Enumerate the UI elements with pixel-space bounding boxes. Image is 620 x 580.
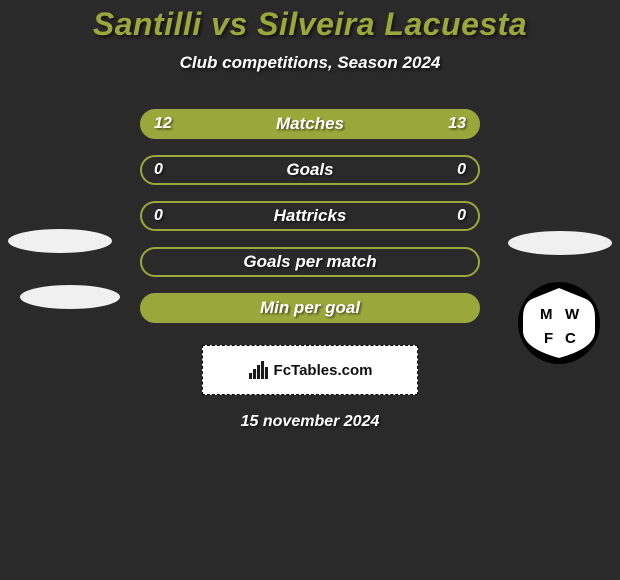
stat-value-right: 13: [448, 115, 466, 133]
club-logo-right: M W F C: [510, 281, 608, 365]
svg-text:F: F: [544, 330, 553, 347]
brand-link[interactable]: FcTables.com: [202, 345, 418, 395]
stat-value-left: 12: [154, 115, 172, 133]
stat-label: Min per goal: [260, 298, 360, 318]
svg-text:M: M: [540, 306, 553, 323]
player-left-placeholder: [8, 229, 112, 253]
stat-value-left: 0: [154, 207, 163, 225]
comparison-card: Santilli vs Silveira Lacuesta Club compe…: [0, 0, 620, 431]
brand-text: FcTables.com: [274, 362, 373, 379]
stat-value-right: 0: [457, 161, 466, 179]
svg-text:W: W: [565, 306, 580, 323]
stat-value-left: 0: [154, 161, 163, 179]
club-shield-icon: M W F C: [510, 281, 608, 365]
stat-row: 12 Matches 13: [140, 109, 480, 139]
stat-value-right: 0: [457, 207, 466, 225]
bar-chart-icon: [248, 361, 268, 379]
player-left-placeholder-2: [20, 285, 120, 309]
date-text: 15 november 2024: [241, 413, 380, 431]
player-right-placeholder: [508, 231, 612, 255]
page-title: Santilli vs Silveira Lacuesta: [93, 6, 527, 43]
stat-label: Matches: [276, 114, 344, 134]
stat-label: Goals per match: [243, 252, 376, 272]
svg-text:C: C: [565, 330, 576, 347]
stat-label: Hattricks: [274, 206, 347, 226]
stat-label: Goals: [286, 160, 333, 180]
stat-row: Goals per match: [140, 247, 480, 277]
brand-inner: FcTables.com: [248, 361, 373, 379]
stat-row: Min per goal: [140, 293, 480, 323]
stats-area: M W F C 12Matches130Goals00Hattricks0Goa…: [0, 109, 620, 339]
stat-row: 0 Hattricks 0: [140, 201, 480, 231]
stat-row: 0 Goals 0: [140, 155, 480, 185]
subtitle: Club competitions, Season 2024: [180, 53, 441, 73]
